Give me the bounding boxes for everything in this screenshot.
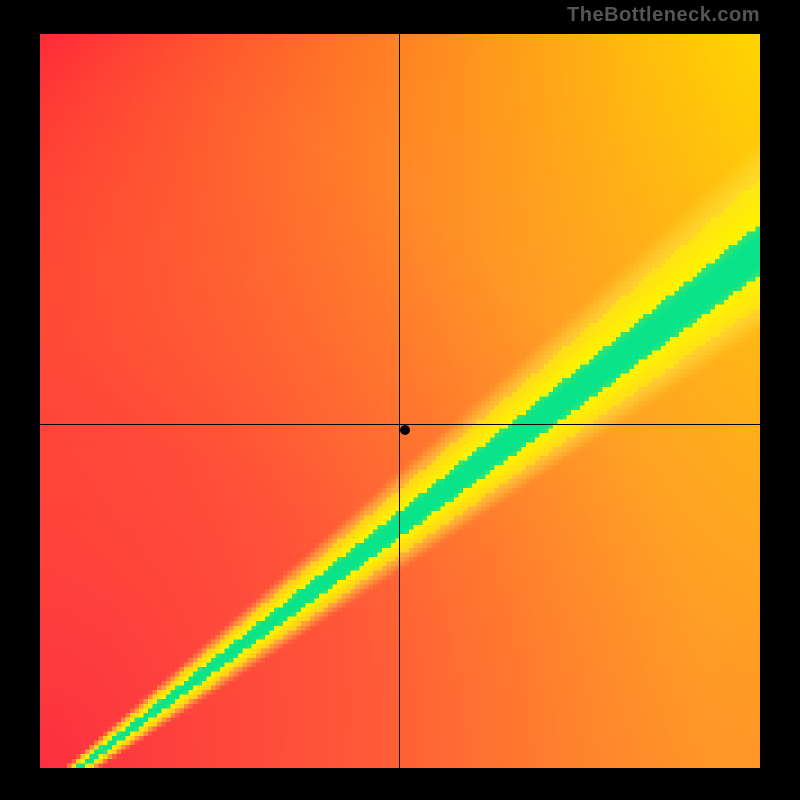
watermark-text: TheBottleneck.com: [567, 4, 760, 27]
bottleneck-heatmap: [40, 34, 760, 768]
plot-area: [40, 34, 760, 768]
outer-frame: TheBottleneck.com: [0, 0, 800, 800]
